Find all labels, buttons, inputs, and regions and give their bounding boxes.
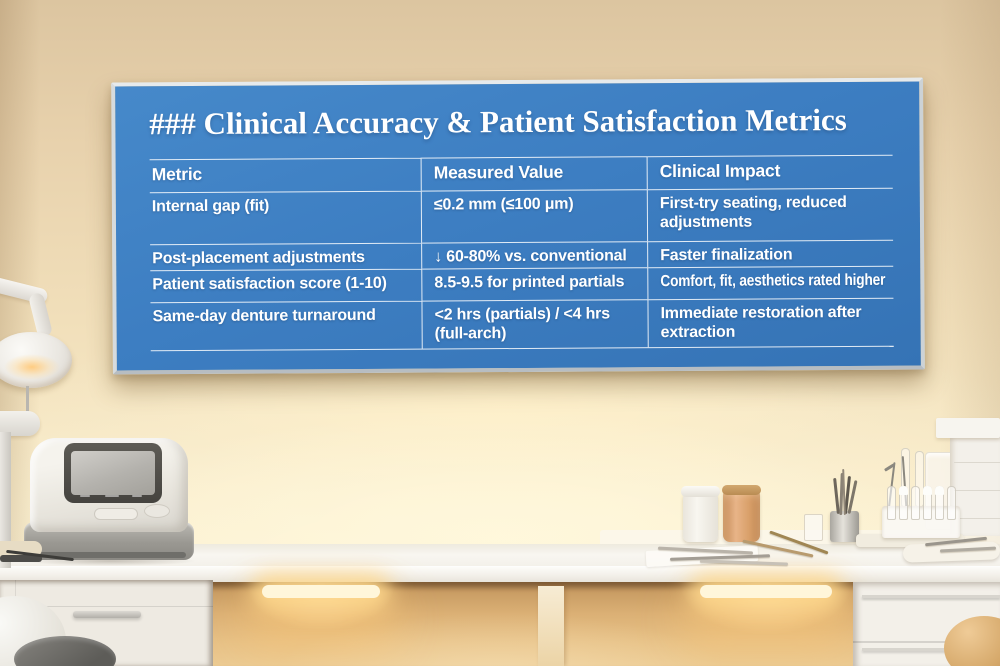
column-header-metric: Metric: [149, 157, 422, 193]
under-desk-divider-panel: [538, 586, 564, 666]
cell-value-row1: ≤0.2 mm (≤100 μm): [421, 189, 649, 243]
dental-lamp-foot: [0, 555, 42, 562]
machine-button-icon: [132, 495, 142, 497]
tube-cap: [935, 486, 944, 495]
amber-jar-lid: [722, 485, 761, 495]
cell-impact-row4: Immediate restoration after extraction: [648, 297, 894, 348]
cell-metric-row2: Post-placement adjustments: [150, 242, 423, 271]
test-tube: [887, 486, 896, 520]
cell-metric-row3: Patient satisfaction score (1-10): [150, 268, 423, 303]
cell-value-row4: <2 hrs (partials) / <4 hrs (full-arch): [422, 299, 649, 349]
dental-lamp-glow: [4, 354, 60, 380]
storage-unit-seam: [954, 490, 1000, 491]
machine-button-icon: [80, 495, 90, 497]
white-box: [936, 418, 1000, 438]
dental-lamp-stem: [26, 386, 29, 416]
operator-stool-seat: [14, 636, 116, 666]
drawer-seam: [16, 606, 213, 607]
small-white-cup: [804, 514, 823, 541]
cell-metric-row1: Internal gap (fit): [149, 190, 423, 245]
board-title-text: ### Clinical Accuracy & Patient Satisfac…: [149, 101, 847, 142]
tube-cap: [923, 486, 932, 495]
drawer-handle-groove: [862, 648, 1000, 651]
dental-lamp-bracket: [0, 411, 40, 436]
under-cabinet-light-right: [700, 585, 832, 598]
cell-value-row3: 8.5-9.5 for printed partials: [422, 267, 649, 301]
metrics-board-panel: ### Clinical Accuracy & Patient Satisfac…: [115, 81, 921, 371]
under-cabinet-light-left: [262, 585, 380, 598]
storage-unit-seam: [954, 518, 1000, 519]
test-tube: [947, 486, 956, 520]
machine-base-foot: [32, 552, 186, 558]
machine-shadow: [24, 556, 196, 566]
counter-front-edge: [0, 566, 1000, 583]
machine-button-pill: [94, 508, 138, 520]
machine-button-icon: [105, 495, 119, 497]
machine-button-oval: [144, 504, 170, 518]
test-tube: [923, 486, 932, 520]
white-jar-lid: [681, 486, 720, 497]
column-header-measured-value: Measured Value: [421, 156, 648, 191]
dental-lamp-post: [0, 432, 11, 568]
metrics-board: ### Clinical Accuracy & Patient Satisfac…: [111, 77, 925, 375]
cell-impact-row1: First-try seating, reduced adjustments: [647, 187, 894, 242]
test-tube: [935, 486, 944, 520]
cell-impact-row2: Faster finalization: [648, 239, 894, 268]
drawer-handle: [73, 611, 141, 618]
amber-jar: [723, 489, 760, 542]
cell-impact-row3: Comfort, fit, aesthetics rated higher: [648, 265, 894, 300]
instrument-tray: [902, 541, 1000, 563]
column-header-clinical-impact: Clinical Impact: [647, 154, 893, 190]
metal-cup: [830, 511, 859, 542]
storage-unit-seam: [954, 462, 1000, 463]
white-jar: [683, 492, 718, 542]
metrics-table: Metric Measured Value Clinical Impact In…: [149, 154, 894, 352]
cell-metric-row4: Same-day denture turnaround: [150, 300, 423, 351]
test-tube: [911, 486, 920, 520]
machine-screen: [71, 451, 155, 495]
test-tube: [899, 486, 908, 520]
board-title: ### Clinical Accuracy & Patient Satisfac…: [149, 100, 905, 145]
drawer-seam: [853, 641, 1000, 643]
drawer-handle-groove: [862, 595, 1000, 598]
cell-value-row2: ↓ 60-80% vs. conventional: [422, 241, 649, 269]
tube-cap: [899, 486, 908, 495]
